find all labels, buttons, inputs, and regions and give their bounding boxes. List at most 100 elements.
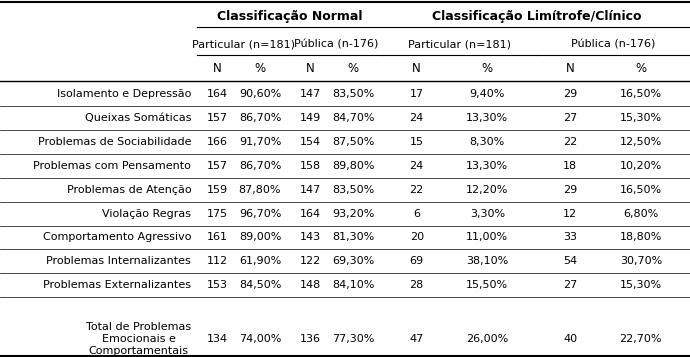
Text: Particular (n=181): Particular (n=181)	[408, 39, 511, 49]
Text: 87,50%: 87,50%	[332, 137, 375, 147]
Text: 16,50%: 16,50%	[620, 185, 662, 195]
Text: 159: 159	[206, 185, 228, 195]
Text: Classificação Normal: Classificação Normal	[217, 10, 362, 23]
Text: %: %	[348, 62, 359, 75]
Text: 89,00%: 89,00%	[239, 232, 282, 242]
Text: 122: 122	[299, 256, 321, 266]
Text: Problemas de Atenção: Problemas de Atenção	[66, 185, 191, 195]
Text: 164: 164	[299, 208, 321, 218]
Text: 83,50%: 83,50%	[332, 89, 374, 99]
Text: 30,70%: 30,70%	[620, 256, 662, 266]
Text: 84,50%: 84,50%	[239, 280, 282, 290]
Text: Isolamento e Depressão: Isolamento e Depressão	[57, 89, 191, 99]
Text: 157: 157	[206, 113, 228, 123]
Text: 148: 148	[299, 280, 321, 290]
Text: 22: 22	[563, 137, 578, 147]
Text: 28: 28	[410, 280, 424, 290]
Text: 61,90%: 61,90%	[239, 256, 281, 266]
Text: 15,30%: 15,30%	[620, 280, 662, 290]
Text: 166: 166	[206, 137, 228, 147]
Text: 40: 40	[563, 334, 578, 344]
Text: Problemas Internalizantes: Problemas Internalizantes	[46, 256, 191, 266]
Text: N: N	[413, 62, 421, 75]
Text: 22,70%: 22,70%	[620, 334, 662, 344]
Text: 17: 17	[410, 89, 424, 99]
Text: 9,40%: 9,40%	[470, 89, 505, 99]
Text: Violação Regras: Violação Regras	[102, 208, 191, 218]
Text: N: N	[566, 62, 575, 75]
Text: 18,80%: 18,80%	[620, 232, 662, 242]
Text: 69: 69	[410, 256, 424, 266]
Text: 12,20%: 12,20%	[466, 185, 509, 195]
Text: 18: 18	[563, 161, 578, 171]
Text: 136: 136	[299, 334, 321, 344]
Text: 27: 27	[563, 280, 578, 290]
Text: 134: 134	[206, 334, 228, 344]
Text: 12: 12	[563, 208, 578, 218]
Text: 6,80%: 6,80%	[623, 208, 658, 218]
Text: 22: 22	[410, 185, 424, 195]
Text: 6: 6	[413, 208, 420, 218]
Text: 93,20%: 93,20%	[332, 208, 375, 218]
Text: 83,50%: 83,50%	[332, 185, 374, 195]
Text: 96,70%: 96,70%	[239, 208, 282, 218]
Text: 175: 175	[206, 208, 228, 218]
Text: 91,70%: 91,70%	[239, 137, 282, 147]
Text: 47: 47	[410, 334, 424, 344]
Text: Pública (n-176): Pública (n-176)	[294, 39, 379, 49]
Text: 29: 29	[563, 185, 578, 195]
Text: N: N	[306, 62, 315, 75]
Text: 69,30%: 69,30%	[332, 256, 374, 266]
Text: 147: 147	[299, 89, 321, 99]
Text: 54: 54	[563, 256, 578, 266]
Text: N: N	[213, 62, 221, 75]
Text: 13,30%: 13,30%	[466, 161, 509, 171]
Text: 16,50%: 16,50%	[620, 89, 662, 99]
Text: 24: 24	[410, 113, 424, 123]
Text: 158: 158	[299, 161, 321, 171]
Text: 147: 147	[299, 185, 321, 195]
Text: 3,30%: 3,30%	[470, 208, 505, 218]
Text: 15: 15	[410, 137, 424, 147]
Text: 90,60%: 90,60%	[239, 89, 281, 99]
Text: 12,50%: 12,50%	[620, 137, 662, 147]
Text: 13,30%: 13,30%	[466, 113, 509, 123]
Text: 164: 164	[206, 89, 228, 99]
Text: Pública (n-176): Pública (n-176)	[571, 39, 655, 49]
Text: Queixas Somáticas: Queixas Somáticas	[85, 113, 191, 123]
Text: 112: 112	[206, 256, 228, 266]
Text: 26,00%: 26,00%	[466, 334, 509, 344]
Text: 84,10%: 84,10%	[332, 280, 375, 290]
Text: 81,30%: 81,30%	[332, 232, 374, 242]
Text: 11,00%: 11,00%	[466, 232, 509, 242]
Text: 15,30%: 15,30%	[620, 113, 662, 123]
Text: 10,20%: 10,20%	[620, 161, 662, 171]
Text: 143: 143	[299, 232, 321, 242]
Text: 153: 153	[206, 280, 228, 290]
Text: 154: 154	[299, 137, 321, 147]
Text: 27: 27	[563, 113, 578, 123]
Text: 74,00%: 74,00%	[239, 334, 282, 344]
Text: Problemas Externalizantes: Problemas Externalizantes	[43, 280, 191, 290]
Text: Classificação Limítrofe/Clínico: Classificação Limítrofe/Clínico	[432, 10, 641, 23]
Text: 161: 161	[206, 232, 228, 242]
Text: 86,70%: 86,70%	[239, 161, 282, 171]
Text: 77,30%: 77,30%	[332, 334, 375, 344]
Text: %: %	[482, 62, 493, 75]
Text: 149: 149	[299, 113, 321, 123]
Text: %: %	[635, 62, 647, 75]
Text: 29: 29	[563, 89, 578, 99]
Text: 84,70%: 84,70%	[332, 113, 375, 123]
Text: 89,80%: 89,80%	[332, 161, 375, 171]
Text: Problemas de Sociabilidade: Problemas de Sociabilidade	[38, 137, 191, 147]
Text: Particular (n=181): Particular (n=181)	[192, 39, 295, 49]
Text: 33: 33	[563, 232, 578, 242]
Text: 15,50%: 15,50%	[466, 280, 509, 290]
Text: Comportamento Agressivo: Comportamento Agressivo	[43, 232, 191, 242]
Text: 38,10%: 38,10%	[466, 256, 509, 266]
Text: %: %	[255, 62, 266, 75]
Text: 86,70%: 86,70%	[239, 113, 282, 123]
Text: Problemas com Pensamento: Problemas com Pensamento	[33, 161, 191, 171]
Text: Total de Problemas
Emocionais e
Comportamentais: Total de Problemas Emocionais e Comporta…	[86, 322, 191, 357]
Text: 20: 20	[410, 232, 424, 242]
